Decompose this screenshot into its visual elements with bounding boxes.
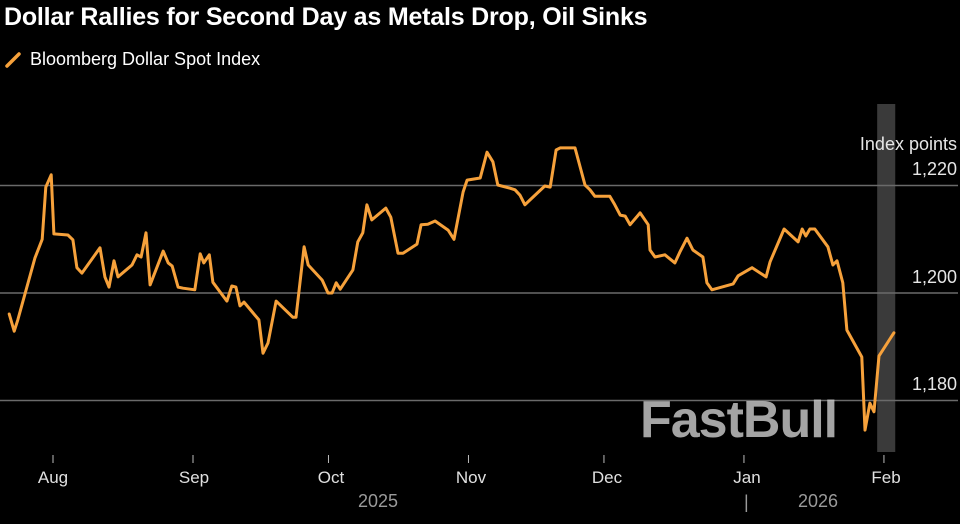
x-tick-label: Oct bbox=[317, 468, 345, 487]
y-tick-label: 1,200 bbox=[911, 267, 957, 287]
y-tick-label: 1,180 bbox=[911, 374, 957, 394]
watermark-logo: FastBull bbox=[640, 391, 838, 449]
legend-label: Bloomberg Dollar Spot Index bbox=[30, 49, 261, 69]
chart-title: Dollar Rallies for Second Day as Metals … bbox=[4, 3, 648, 31]
year-label: 2025 bbox=[357, 491, 399, 511]
legend: Bloomberg Dollar Spot Index bbox=[4, 49, 260, 70]
y-axis-label: Index points bbox=[859, 134, 957, 154]
y-tick-label: 1,220 bbox=[911, 159, 957, 179]
x-tick-label: Nov bbox=[455, 468, 487, 487]
highlight-band bbox=[877, 104, 896, 452]
x-tick-label: Sep bbox=[178, 468, 210, 487]
legend-line-swatch-icon bbox=[5, 51, 21, 68]
x-tick-label: Jan bbox=[733, 468, 761, 487]
x-tick-label: Aug bbox=[37, 468, 69, 487]
series-line-dollar-index bbox=[7, 146, 896, 432]
x-tick-label: Feb bbox=[871, 468, 901, 487]
x-tick-label: Dec bbox=[591, 468, 623, 487]
year-label: 2026 bbox=[797, 491, 839, 511]
year-separator: | bbox=[744, 492, 749, 512]
